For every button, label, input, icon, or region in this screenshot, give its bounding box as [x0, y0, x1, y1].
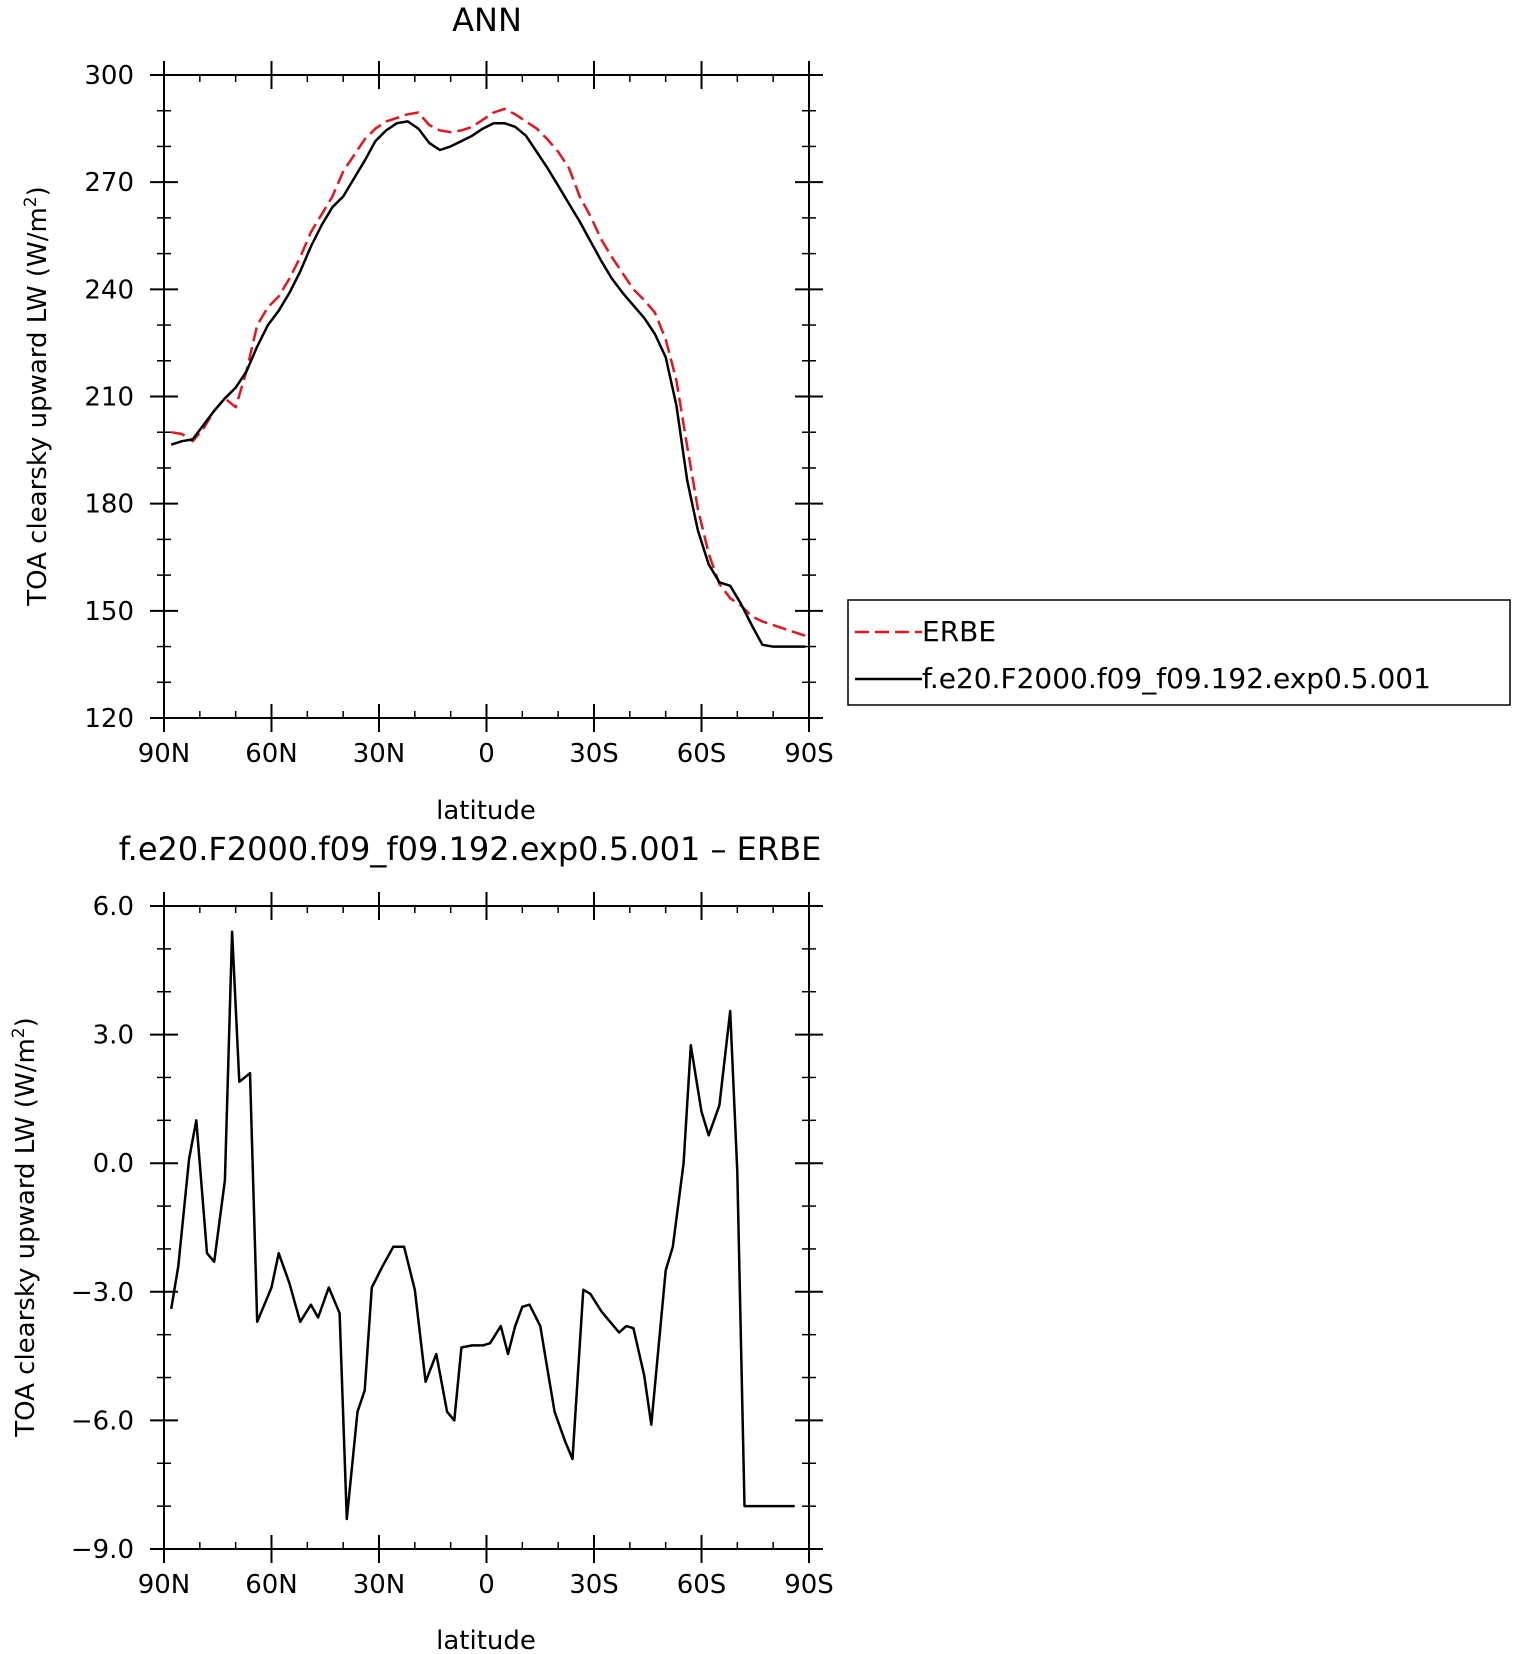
- legend-model-label: f.e20.F2000.f09_f09.192.exp0.5.001: [922, 662, 1431, 695]
- y-tick-label: −3.0: [71, 1278, 134, 1308]
- series-line-b: [170, 120, 806, 648]
- x-tick-label: 0: [478, 739, 495, 769]
- top-y-axis-title-sup: 2: [21, 196, 41, 207]
- bottom-series-group: [169, 930, 795, 1521]
- y-tick-label: 270: [84, 168, 134, 198]
- bottom-y-axis-title-sup: 2: [9, 1027, 29, 1038]
- y-tick-label: 180: [84, 490, 134, 520]
- bottom-plot-frame: [163, 905, 810, 1550]
- x-tick-label: 60S: [677, 1570, 727, 1600]
- bottom-axes-ticks: [150, 892, 823, 1563]
- bottom-x-axis-title: latitude: [436, 1626, 536, 1654]
- x-tick-label: 30N: [353, 739, 406, 769]
- y-tick-label: 120: [84, 704, 134, 734]
- bottom-chart-title: f.e20.F2000.f09_f09.192.exp0.5.001 – ERB…: [119, 830, 822, 868]
- x-tick-label: 90S: [784, 1570, 834, 1600]
- bottom-x-tick-labels: 90N 60N 30N 0 30S 60S 90S: [138, 1570, 834, 1600]
- bottom-y-axis-title-main: TOA clearsky upward LW (W/m: [11, 1038, 41, 1438]
- y-tick-label: −9.0: [71, 1535, 134, 1565]
- y-tick-label: 150: [84, 597, 134, 627]
- y-tick-label: 300: [84, 61, 134, 91]
- y-tick-label: 240: [84, 275, 134, 305]
- top-panel: ANN 120 150 180 210 240 270 300 90N 60N 30N 0 30S 6…: [21, 1, 1511, 826]
- series-line-a: [169, 930, 795, 1521]
- bottom-y-tick-labels: −9.0 −6.0 −3.0 0.0 3.0 6.0: [71, 892, 134, 1565]
- top-x-tick-labels: 90N 60N 30N 0 30S 60S 90S: [138, 739, 834, 769]
- top-y-tick-labels: 120 150 180 210 240 270 300: [84, 61, 134, 734]
- top-y-axis-title-main: TOA clearsky upward LW (W/m: [23, 207, 53, 607]
- bottom-y-axis-title: TOA clearsky upward LW (W/m2): [9, 1017, 41, 1438]
- x-tick-label: 0: [478, 1570, 495, 1600]
- x-tick-label: 30S: [569, 739, 619, 769]
- top-series-group: [170, 107, 806, 648]
- top-axes-ticks: [150, 61, 823, 732]
- y-tick-label: 3.0: [93, 1021, 134, 1051]
- x-tick-label: 60N: [245, 1570, 298, 1600]
- x-tick-label: 60N: [245, 739, 298, 769]
- legend-box: [847, 599, 1511, 706]
- top-x-axis-title: latitude: [436, 796, 536, 826]
- y-tick-label: 210: [84, 383, 134, 413]
- series-line-a: [170, 107, 806, 637]
- y-tick-label: 0.0: [93, 1149, 134, 1179]
- x-tick-label: 90S: [784, 739, 834, 769]
- top-chart-title: ANN: [452, 1, 522, 39]
- x-tick-label: 90N: [138, 739, 191, 769]
- top-y-axis-title-close: ): [23, 186, 53, 196]
- top-y-axis-title: TOA clearsky upward LW (W/m2): [21, 186, 53, 607]
- legend: ERBE f.e20.F2000.f09_f09.192.exp0.5.001: [847, 599, 1511, 706]
- bottom-y-axis-title-close: ): [11, 1017, 41, 1027]
- bottom-panel: f.e20.F2000.f09_f09.192.exp0.5.001 – ERB…: [9, 830, 834, 1654]
- x-tick-label: 60S: [677, 739, 727, 769]
- y-tick-label: 6.0: [93, 892, 134, 922]
- top-plot-frame: [163, 74, 810, 719]
- legend-erbe-label: ERBE: [922, 615, 996, 648]
- x-tick-label: 30N: [353, 1570, 406, 1600]
- y-tick-label: −6.0: [71, 1406, 134, 1436]
- x-tick-label: 90N: [138, 1570, 191, 1600]
- x-tick-label: 30S: [569, 1570, 619, 1600]
